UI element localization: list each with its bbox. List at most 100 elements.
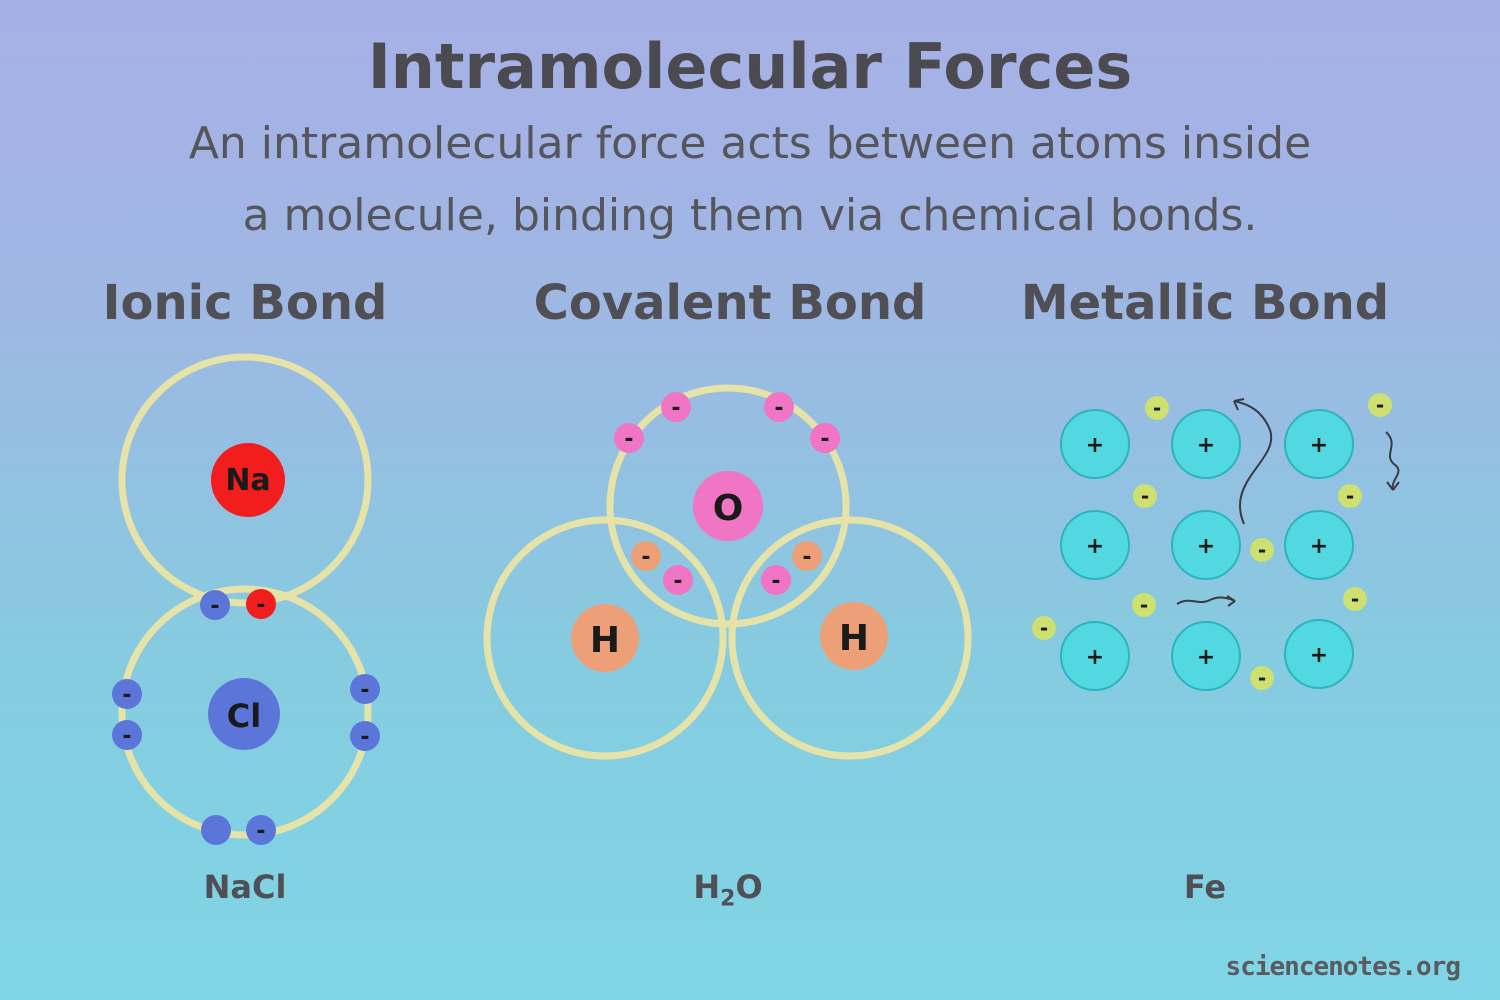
covalent-bond-heading: Covalent Bond <box>533 275 927 331</box>
formula-h: H <box>693 868 721 906</box>
formula-subscript: 2 <box>720 886 736 912</box>
transferred-electron <box>246 589 276 619</box>
subtitle-line-1: An intramolecular force acts between ato… <box>188 118 1312 169</box>
ion-charge-label: + <box>1310 534 1328 559</box>
electron-label: - <box>671 396 680 421</box>
electron-label: - <box>1153 396 1161 420</box>
electron-label: - <box>641 545 650 570</box>
covalent-bond-diagram: O H H - - - - - - - - <box>483 384 972 760</box>
ionic-formula: NaCl <box>203 868 287 906</box>
electron <box>201 815 231 845</box>
metal-ion <box>1171 621 1241 691</box>
oxygen-nucleus <box>693 471 763 541</box>
ionic-bond-heading: Ionic Bond <box>102 275 388 331</box>
electron-label: - <box>1141 484 1149 508</box>
electron-label: - <box>820 427 829 452</box>
page-subtitle: An intramolecular force acts between ato… <box>100 108 1400 252</box>
chlorine-nucleus <box>208 678 280 750</box>
ion-charge-label: + <box>1310 643 1328 668</box>
electron-label: - <box>1346 484 1354 508</box>
hydrogen-shell-left <box>483 516 727 760</box>
metal-ion <box>1171 409 1241 479</box>
electron-label: - <box>1040 616 1048 640</box>
electron <box>350 721 380 751</box>
electron <box>350 674 380 704</box>
metallic-bond-diagram: + + + + + + + + + - - - - <box>1032 393 1400 691</box>
subtitle-line-2: a molecule, binding them via chemical bo… <box>242 190 1258 241</box>
hydrogen-shell-right <box>728 516 972 760</box>
electron-label: - <box>122 724 131 749</box>
electron-label: - <box>774 396 783 421</box>
ionic-electrons: - - - - - - - <box>112 589 380 845</box>
metal-ion <box>1060 409 1130 479</box>
ion-charge-label: + <box>1197 433 1215 458</box>
electron-label: - <box>673 569 682 594</box>
motion-arrow-icon <box>1233 400 1273 525</box>
electron-label: - <box>771 569 780 594</box>
free-electron <box>1338 484 1362 508</box>
metal-ion <box>1171 510 1241 580</box>
free-electron <box>1250 666 1274 690</box>
electron-label: - <box>1258 538 1266 562</box>
electron <box>761 565 791 595</box>
free-electron-sea: - - - - - - - - - <box>1032 393 1392 690</box>
electron <box>663 565 693 595</box>
metal-ion <box>1060 510 1130 580</box>
hydrogen-label-right: H <box>839 618 869 659</box>
motion-arrow-icon <box>1176 596 1236 605</box>
formula-o: O <box>735 868 763 906</box>
electron <box>792 541 822 571</box>
electron <box>200 590 230 620</box>
electron-label: - <box>122 683 131 708</box>
ion-charge-label: + <box>1086 433 1104 458</box>
motion-arrow-icon <box>1385 431 1400 491</box>
electron-label: - <box>1258 666 1266 690</box>
hydrogen-label-left: H <box>590 620 620 661</box>
electron-label: - <box>210 594 219 619</box>
page-title: Intramolecular Forces <box>367 30 1133 103</box>
ion-charge-label: + <box>1197 645 1215 670</box>
ionic-bond-diagram: Na Cl - - - - - - - <box>112 353 380 845</box>
chlorine-shell <box>118 585 372 839</box>
free-electron <box>1250 538 1274 562</box>
free-electron <box>1133 484 1157 508</box>
arrowhead-icon <box>1386 481 1400 491</box>
electron <box>112 679 142 709</box>
electron-label: - <box>360 678 369 703</box>
arrowhead-icon <box>1226 595 1236 607</box>
electron <box>112 720 142 750</box>
metal-ion <box>1284 619 1354 689</box>
electron-label: - <box>1140 593 1148 617</box>
electron <box>661 392 691 422</box>
metallic-formula: Fe <box>1183 868 1227 906</box>
electron <box>246 815 276 845</box>
metallic-bond-heading: Metallic Bond <box>1020 275 1390 331</box>
free-electron <box>1368 393 1392 417</box>
arrowhead-icon <box>1233 398 1245 411</box>
electron-label: - <box>256 593 265 618</box>
sodium-nucleus <box>211 443 285 517</box>
metal-ion <box>1284 510 1354 580</box>
metal-ion-lattice: + + + + + + + + + <box>1060 409 1354 691</box>
ion-charge-label: + <box>1086 645 1104 670</box>
ion-charge-label: + <box>1197 534 1215 559</box>
source-credit: sciencenotes.org <box>1225 952 1461 982</box>
hydrogen-nucleus-right <box>820 602 888 670</box>
electron <box>614 423 644 453</box>
covalent-electrons: - - - - - - - - <box>614 392 840 595</box>
electron-label: - <box>360 725 369 750</box>
metal-ion <box>1060 621 1130 691</box>
electron-label: - <box>256 819 265 844</box>
hydrogen-nucleus-left <box>571 604 639 672</box>
electron-label: - <box>1351 587 1359 611</box>
electron-label: - <box>624 427 633 452</box>
sodium-label: Na <box>225 463 270 498</box>
free-electron <box>1032 616 1056 640</box>
oxygen-shell <box>606 384 850 628</box>
electron <box>764 392 794 422</box>
electron-label: - <box>1376 393 1384 417</box>
sodium-shell <box>118 353 372 607</box>
electron-motion-arrows <box>1176 398 1400 607</box>
metal-ion <box>1284 409 1354 479</box>
chlorine-label: Cl <box>227 697 261 735</box>
